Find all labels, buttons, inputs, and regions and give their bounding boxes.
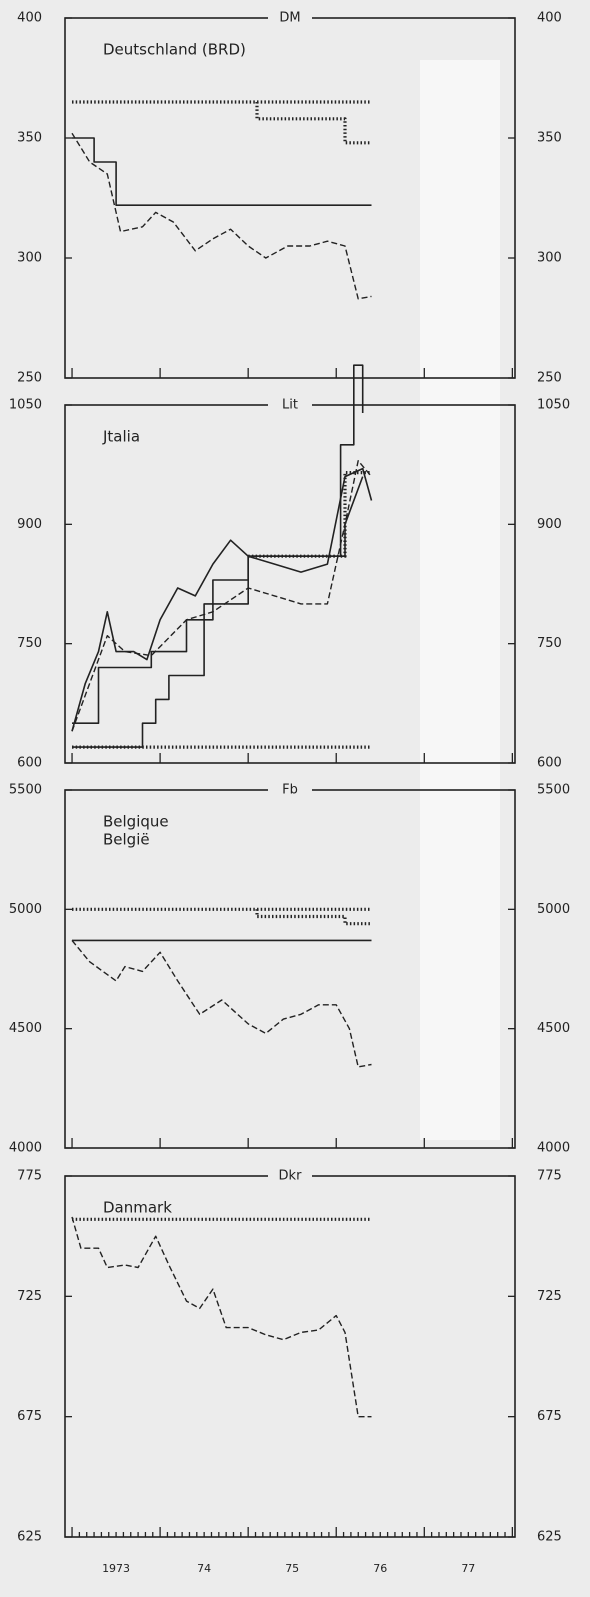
x-tick-label: 1973 — [102, 1562, 130, 1575]
line-solid — [72, 137, 372, 206]
y-tick-label: 350 — [17, 131, 42, 146]
y-tick-label-right: 350 — [537, 131, 562, 146]
unit-gap — [268, 15, 312, 21]
line-dashed — [71, 132, 372, 300]
line-dashed — [71, 939, 372, 1068]
y-tick-label-right: 250 — [537, 371, 562, 386]
y-tick-label-right: 725 — [537, 1289, 562, 1304]
y-tick-label-right: 625 — [537, 1530, 562, 1545]
y-tick-label-right: 300 — [537, 251, 562, 266]
y-tick-label-right: 775 — [537, 1169, 562, 1184]
panel-title: Belgique — [103, 813, 169, 831]
unit-gap — [268, 402, 312, 408]
line-solid — [72, 364, 364, 748]
unit-label: DM — [279, 11, 300, 26]
y-tick-label: 4500 — [9, 1021, 42, 1036]
panel-title: Deutschland (BRD) — [103, 41, 246, 59]
y-tick-label: 1050 — [9, 398, 42, 413]
y-tick-label-right: 750 — [537, 636, 562, 651]
line-dotted — [255, 909, 372, 926]
y-tick-label-right: 600 — [537, 756, 562, 771]
y-tick-label-right: 1050 — [537, 398, 570, 413]
y-tick-label: 775 — [17, 1169, 42, 1184]
panel-title: België — [103, 831, 150, 849]
unit-gap — [268, 787, 312, 793]
y-tick-label: 5000 — [9, 902, 42, 917]
y-tick-label-right: 400 — [537, 11, 562, 26]
y-tick-label: 400 — [17, 11, 42, 26]
y-tick-label-right: 900 — [537, 517, 562, 532]
line-dotted — [248, 471, 372, 558]
plot-frame — [64, 1175, 516, 1538]
y-tick-label: 750 — [17, 636, 42, 651]
panel-title: Jtalia — [102, 428, 140, 446]
line-dotted — [255, 102, 372, 145]
unit-label: Dkr — [279, 1169, 303, 1184]
y-tick-label-right: 5500 — [537, 783, 570, 798]
y-tick-label: 675 — [17, 1409, 42, 1424]
x-tick-label: 75 — [285, 1562, 299, 1575]
y-tick-label-right: 4000 — [537, 1141, 570, 1156]
y-tick-label: 5500 — [9, 783, 42, 798]
y-tick-label: 625 — [17, 1530, 42, 1545]
panel-title: Danmark — [103, 1199, 172, 1217]
y-tick-label-right: 4500 — [537, 1021, 570, 1036]
line-solid — [72, 476, 364, 724]
y-tick-label: 300 — [17, 251, 42, 266]
y-tick-label: 250 — [17, 371, 42, 386]
unit-label: Lit — [282, 398, 298, 413]
x-tick-label: 77 — [461, 1562, 475, 1575]
y-tick-label-right: 675 — [537, 1409, 562, 1424]
y-tick-label: 600 — [17, 756, 42, 771]
y-tick-label: 725 — [17, 1289, 42, 1304]
y-tick-label-right: 5000 — [537, 902, 570, 917]
y-tick-label: 4000 — [9, 1141, 42, 1156]
unit-label: Fb — [282, 783, 298, 798]
line-dashed — [71, 460, 373, 732]
line-solid — [71, 467, 373, 732]
x-tick-label: 74 — [197, 1562, 211, 1575]
y-tick-label: 900 — [17, 517, 42, 532]
background-patch — [420, 60, 500, 1140]
unit-gap — [268, 1173, 312, 1179]
line-dashed — [71, 1216, 372, 1418]
x-tick-label: 76 — [373, 1562, 387, 1575]
